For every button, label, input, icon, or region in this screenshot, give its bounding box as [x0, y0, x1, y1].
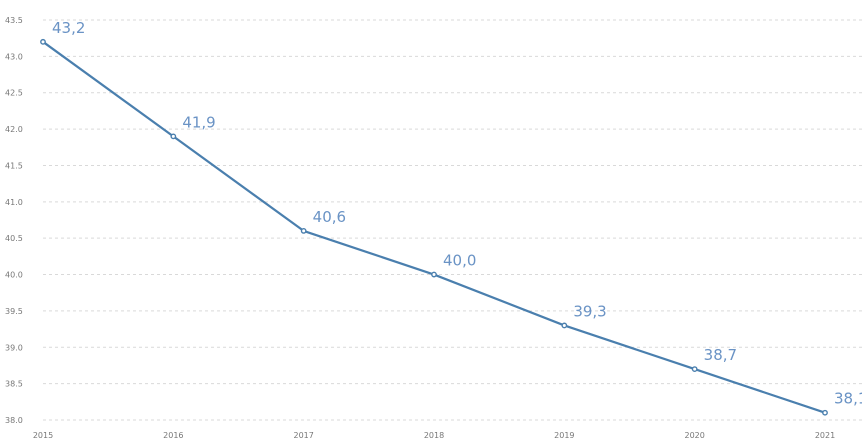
x-tick-label: 2016: [163, 431, 183, 440]
x-tick-label: 2019: [554, 431, 574, 440]
y-axis-ticks: 38.0 38.5 39.0 39.5 40.0 40.5 41.0 41.5 42.0 42.5…: [5, 16, 23, 425]
grid-lines: [43, 19, 862, 421]
series: [40, 38, 828, 416]
y-tick-label: 38.5: [5, 380, 23, 389]
y-tick-label: 39.5: [5, 307, 23, 316]
data-point: [822, 409, 828, 416]
y-tick-label: 40.0: [5, 271, 23, 280]
data-point: [170, 133, 177, 140]
x-tick-label: 2020: [684, 431, 704, 440]
data-point: [561, 322, 568, 329]
data-label: 40,0: [443, 252, 476, 270]
data-label: 43,2: [52, 19, 85, 37]
data-point: [40, 38, 46, 45]
x-tick-label: 2021: [815, 431, 835, 440]
x-axis-ticks: 2015 2016 2017 2018 2019 2020 2021: [33, 431, 835, 440]
y-tick-label: 41.0: [5, 198, 23, 207]
data-label: 39,3: [573, 302, 606, 320]
y-tick-label: 39.0: [5, 343, 23, 352]
y-tick-label: 40.5: [5, 234, 23, 243]
data-point: [300, 228, 307, 234]
y-tick-label: 42.5: [5, 89, 23, 98]
y-tick-label: 38.0: [5, 416, 23, 425]
y-tick-label: 42.0: [5, 125, 23, 134]
data-point: [431, 271, 437, 278]
x-tick-label: 2018: [424, 431, 444, 440]
x-tick-label: 2017: [293, 431, 313, 440]
data-label: 38,7: [704, 346, 737, 364]
y-tick-label: 43.5: [5, 16, 23, 25]
data-label: 41,9: [182, 113, 215, 131]
data-label: 38,1: [834, 390, 862, 408]
data-label: 40,6: [313, 208, 346, 226]
x-tick-label: 2015: [33, 431, 53, 440]
data-labels: 43,2 41,9 40,6 40,0 39,3 38,7 38,1: [52, 19, 862, 408]
y-tick-label: 43.0: [5, 52, 23, 61]
y-tick-label: 41.5: [5, 161, 23, 170]
data-point: [691, 366, 698, 372]
